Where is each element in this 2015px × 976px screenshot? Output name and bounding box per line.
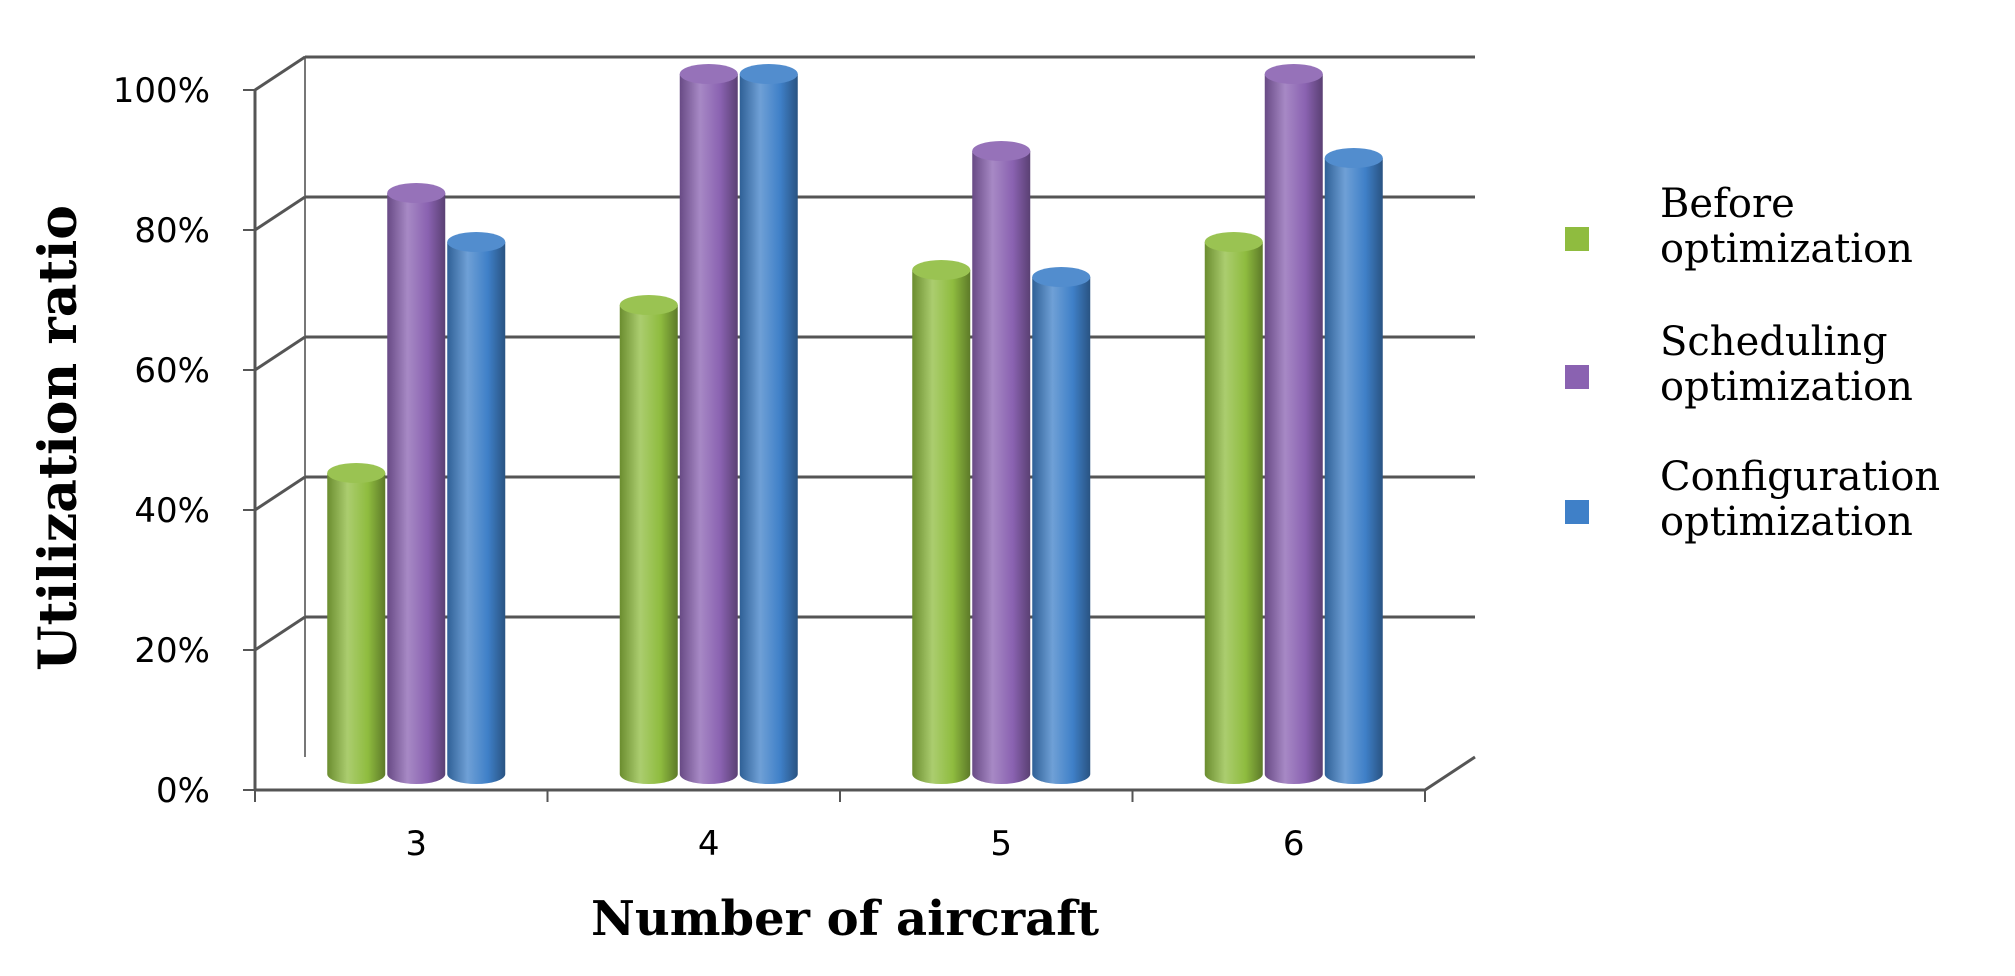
gridline-side	[254, 195, 306, 232]
bar	[679, 64, 738, 784]
bar	[1204, 232, 1263, 784]
bar-body	[1324, 158, 1383, 784]
bar-top	[447, 232, 506, 252]
gridline-side	[254, 335, 306, 372]
bar-body	[912, 270, 971, 784]
bar-body	[619, 305, 678, 784]
bar-body	[327, 473, 386, 784]
bar	[912, 260, 971, 784]
bar	[387, 183, 446, 784]
bar	[1032, 267, 1091, 784]
bar-body	[1032, 277, 1091, 784]
x-tick-label: 3	[405, 824, 427, 864]
bar-body	[1264, 74, 1323, 784]
bar-top	[679, 64, 738, 84]
gridline-side	[254, 475, 306, 512]
gridline-side	[254, 55, 306, 92]
bar	[619, 295, 678, 784]
bar	[1324, 148, 1383, 784]
y-tick-label: 80%	[134, 211, 210, 251]
bar	[1264, 64, 1323, 784]
x-tick-labels: 3 4 5 6	[254, 790, 1426, 864]
y-tick-labels: 0% 20% 40% 60% 80% 100%	[113, 71, 210, 811]
bar-top	[1032, 267, 1091, 287]
bar-body	[447, 242, 506, 784]
legend-label: Configuration	[1660, 454, 1940, 500]
legend-label: Before	[1660, 181, 1795, 227]
bar-top	[1204, 232, 1263, 252]
y-tick-label: 40%	[134, 491, 210, 531]
bar-top	[1324, 148, 1383, 168]
y-axis-title: Utilization ratio	[28, 205, 89, 671]
legend-swatch	[1565, 500, 1589, 524]
bar	[739, 64, 798, 784]
legend-label: optimization	[1660, 364, 1913, 410]
bar-top	[327, 463, 386, 483]
bar-top	[1264, 64, 1323, 84]
x-tick-label: 4	[698, 824, 720, 864]
x-tick-label: 6	[1283, 824, 1305, 864]
legend: BeforeoptimizationSchedulingoptimization…	[1565, 181, 1940, 545]
legend-label: Scheduling	[1660, 319, 1888, 365]
bar-top	[972, 141, 1031, 161]
bar-body	[972, 151, 1031, 784]
bar	[447, 232, 506, 784]
bar-body	[387, 193, 446, 784]
legend-label: optimization	[1660, 226, 1913, 272]
bars	[327, 64, 1383, 784]
legend-swatch	[1565, 365, 1589, 389]
bar-top	[619, 295, 678, 315]
bar-top	[387, 183, 446, 203]
x-axis-title: Number of aircraft	[591, 891, 1099, 947]
bar-top	[739, 64, 798, 84]
bar-top	[912, 260, 971, 280]
bar-body	[739, 74, 798, 784]
y-tick-label: 0%	[156, 771, 210, 811]
bar	[972, 141, 1031, 784]
legend-swatch	[1565, 227, 1589, 251]
y-tick-label: 100%	[113, 71, 210, 111]
bar-body	[679, 74, 738, 784]
gridline-side	[254, 615, 306, 652]
y-tick-label: 60%	[134, 351, 210, 391]
bar	[327, 463, 386, 784]
bar-body	[1204, 242, 1263, 784]
y-tick-label: 20%	[134, 631, 210, 671]
legend-label: optimization	[1660, 499, 1913, 545]
x-tick-label: 5	[990, 824, 1012, 864]
